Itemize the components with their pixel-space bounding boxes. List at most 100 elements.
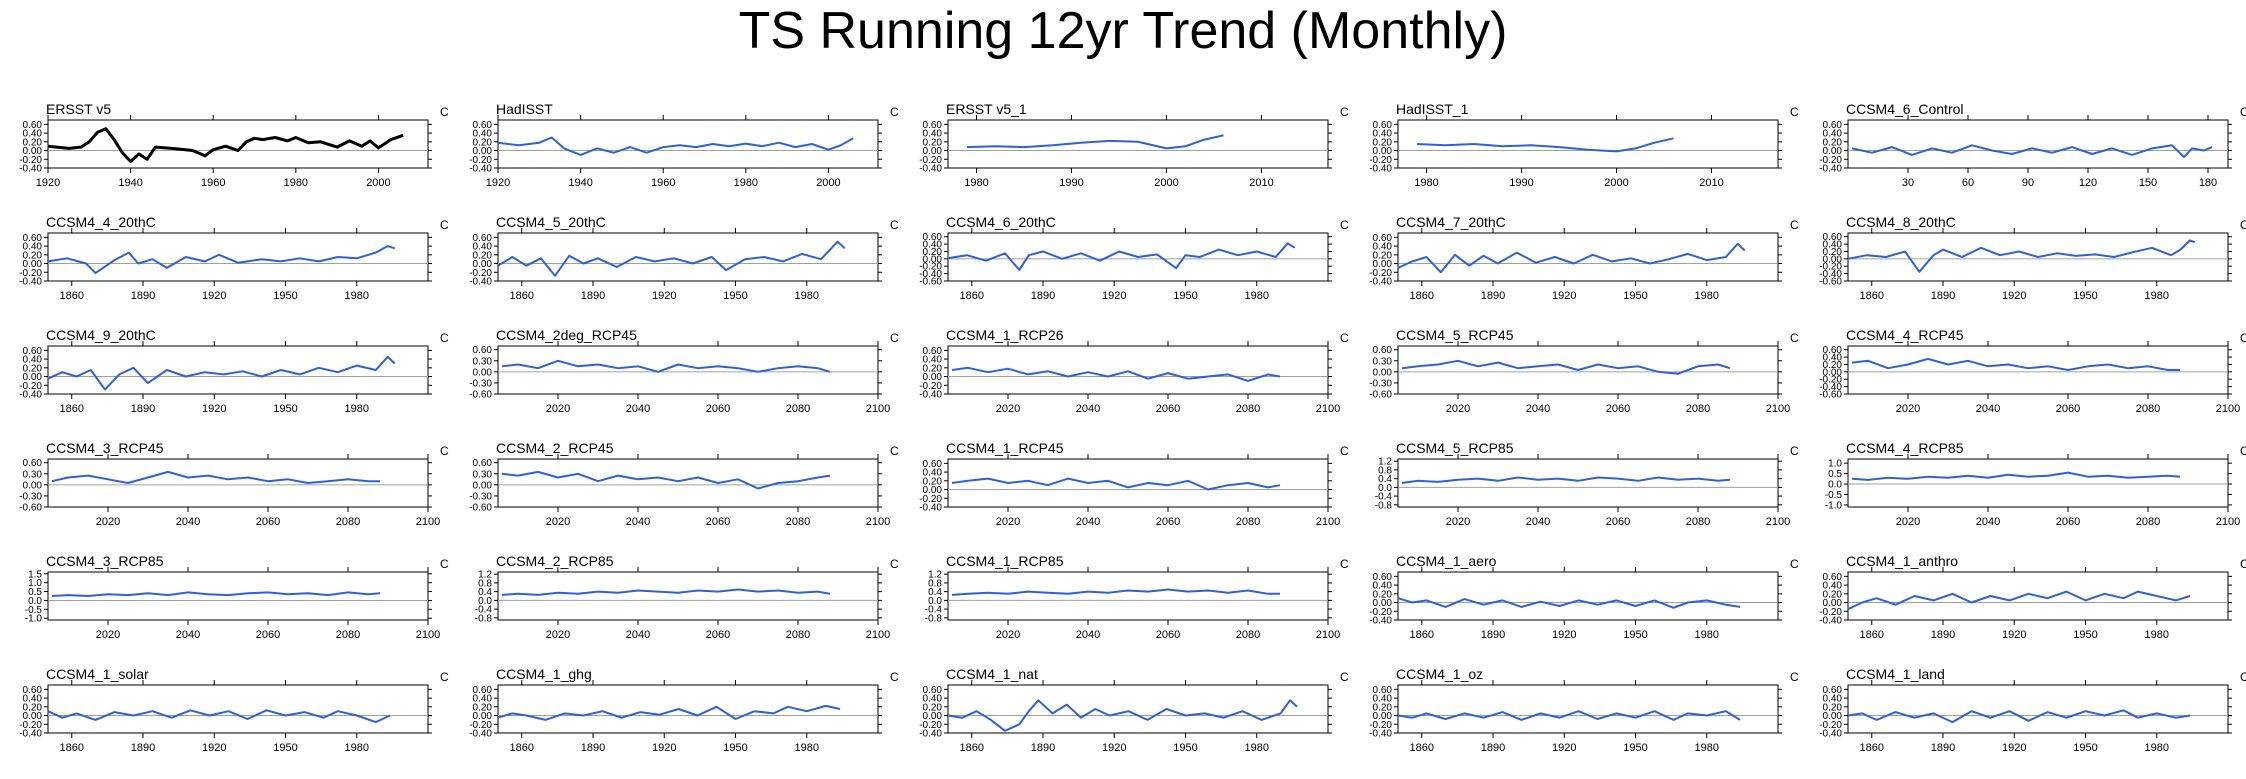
panel-1-y-tick-label: -0.20: [19, 155, 42, 166]
panel-24-y-tick-label: -0.20: [1369, 607, 1392, 618]
panel-26-x-tick-label: 1950: [273, 742, 297, 754]
panel-8-frame: [947, 232, 1329, 282]
panel-7-series-line: [497, 240, 846, 277]
panel-18-y-tick-label: 0.40: [923, 468, 943, 479]
panel-19-frame: [1397, 458, 1779, 508]
panel-16-x-tick-label: 2080: [336, 516, 360, 528]
panel-1-y-tick-label: 0.00: [23, 146, 43, 157]
panel-9-x-tick-label: 1860: [1410, 290, 1434, 302]
panel-25-x-tick-label: 1890: [1931, 629, 1955, 641]
panel-19-y-tick-label: 0.4: [1378, 474, 1392, 485]
panel-5-y-tick-label: -0.20: [1819, 155, 1842, 166]
panel-23-y-tick-label: -0.8: [925, 613, 943, 624]
panel-14-units-label: C: [1790, 331, 1799, 345]
panel-30-series-line: [1847, 709, 2191, 724]
panel-21-y-tick-label: 1.5: [28, 569, 42, 580]
panel-22-title: CCSM4_2_RCP85: [496, 553, 614, 569]
panel-27-series-line: [497, 704, 841, 721]
panel-6-y-tick-label: 0.60: [23, 233, 43, 244]
panel-3-x-tick-label: 2000: [1154, 177, 1178, 189]
panel-1-x-tick-label: 2000: [366, 177, 390, 189]
panel-3-x-tick-label: 1980: [964, 177, 988, 189]
panel-23-y-tick-label: 1.2: [928, 570, 942, 581]
panel-2-title: HadISST: [496, 101, 553, 117]
panel-16-y-tick-label: 0.30: [23, 469, 43, 480]
panel-1-x-tick-label: 1940: [118, 177, 142, 189]
panel-21-frame: [47, 571, 429, 621]
panel-9-x-tick-label: 1890: [1481, 290, 1505, 302]
panel-28-series-line: [947, 699, 1298, 732]
panel-3-series-line: [966, 134, 1224, 150]
panel-9-x-tick-label: 1920: [1552, 290, 1576, 302]
panel-10-y-tick-label: -0.40: [1819, 269, 1842, 280]
panel-13-y-tick-label: 0.60: [923, 346, 943, 357]
panel-30-x-tick-label: 1950: [2073, 742, 2097, 754]
panel-1-y-tick-label: -0.40: [19, 164, 42, 175]
panel-25-y-tick-label: -0.20: [1819, 607, 1842, 618]
panel-10-x-tick-label: 1950: [2073, 290, 2097, 302]
panel-18-y-tick-label: 0.00: [923, 485, 943, 496]
panel-6-x-tick-label: 1950: [273, 290, 297, 302]
panel-12-y-tick-label: 0.60: [473, 345, 493, 356]
panel-24-x-tick-label: 1920: [1552, 629, 1576, 641]
panel-5-units-label: C: [2240, 105, 2246, 119]
panel-24-y-tick-label: 0.60: [1373, 572, 1393, 583]
panel-22-x-tick-label: 2080: [786, 629, 810, 641]
panel-3-x-tick-label: 1990: [1059, 177, 1083, 189]
panel-30-x-tick-label: 1920: [2002, 742, 2026, 754]
panel-30-frame: [1847, 684, 2229, 734]
panel-19-x-tick-label: 2060: [1606, 516, 1630, 528]
panel-15-y-tick-label: 0.60: [1823, 345, 1843, 356]
panel-26-y-tick-label: 0.60: [23, 685, 43, 696]
panel-9-y-tick-label: 0.20: [1373, 250, 1393, 261]
panel-17-y-tick-label: 0.60: [473, 458, 493, 469]
panel-20-x-tick-label: 2020: [1896, 516, 1920, 528]
panel-17-series-line: [501, 470, 831, 490]
panel-4-x-tick-label: 1980: [1414, 177, 1438, 189]
panel-11-x-tick-label: 1860: [60, 403, 84, 415]
panel-19-units-label: C: [1790, 444, 1799, 458]
panel-12-y-tick-label: 0.30: [473, 356, 493, 367]
panel-13-x-tick-label: 2100: [1316, 403, 1340, 415]
panel-5-y-tick-label: 0.00: [1823, 146, 1843, 157]
panel-24-x-tick-label: 1950: [1623, 629, 1647, 641]
panel-30-y-tick-label: 0.60: [1823, 685, 1843, 696]
panel-25-y-tick-label: -0.40: [1819, 616, 1842, 627]
panel-16-frame: [47, 458, 429, 508]
panel-30-y-tick-label: -0.40: [1819, 729, 1842, 740]
panel-14-y-tick-label: -0.30: [1369, 378, 1392, 389]
panel-7-x-tick-label: 1860: [510, 290, 534, 302]
panel-5-y-tick-label: 0.20: [1823, 137, 1843, 148]
panel-7-title: CCSM4_5_20thC: [496, 214, 606, 230]
panel-16-x-tick-label: 2020: [96, 516, 120, 528]
panel-17-y-tick-label: -0.30: [469, 491, 492, 502]
panel-22-x-tick-label: 2020: [546, 629, 570, 641]
panel-19-x-tick-label: 2080: [1686, 516, 1710, 528]
panel-21-y-tick-label: 0.5: [28, 587, 42, 598]
panel-8-title: CCSM4_6_20thC: [946, 214, 1056, 230]
panel-27-x-tick-label: 1920: [652, 742, 676, 754]
panel-25-x-tick-label: 1860: [1860, 629, 1884, 641]
panel-26-y-tick-label: 0.00: [23, 711, 43, 722]
panel-1-x-tick-label: 1920: [36, 177, 60, 189]
panel-16-x-tick-label: 2040: [176, 516, 200, 528]
panel-22-x-tick-label: 2060: [706, 629, 730, 641]
panel-9-y-tick-label: 0.60: [1373, 233, 1393, 244]
panel-27-y-tick-label: -0.20: [469, 720, 492, 731]
panel-8-x-tick-label: 1890: [1031, 290, 1055, 302]
panel-2-y-tick-label: 0.20: [473, 137, 493, 148]
panel-28-y-tick-label: -0.20: [919, 720, 942, 731]
panel-13-y-tick-label: 0.40: [923, 355, 943, 366]
panel-30-x-tick-label: 1980: [2145, 742, 2169, 754]
panel-28-y-tick-label: 0.20: [923, 702, 943, 713]
panel-14-y-tick-label: 0.30: [1373, 356, 1393, 367]
panel-8-y-tick-label: 0.20: [923, 247, 943, 258]
panel-1-units-label: C: [440, 105, 449, 119]
panel-21-x-tick-label: 2060: [256, 629, 280, 641]
panel-20-series-line: [1851, 471, 2181, 481]
panel-25-x-tick-label: 1980: [2145, 629, 2169, 641]
panel-25-y-tick-label: 0.60: [1823, 572, 1843, 583]
panel-20-y-tick-label: 0.0: [1828, 480, 1842, 491]
panel-13-title: CCSM4_1_RCP26: [946, 327, 1064, 343]
panel-12-y-tick-label: -0.60: [469, 390, 492, 401]
